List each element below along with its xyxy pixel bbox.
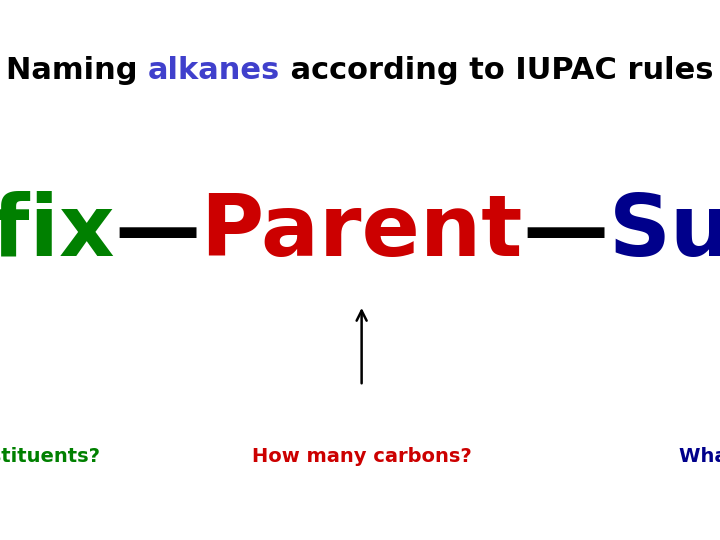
Text: Parent: Parent — [200, 191, 523, 274]
Text: What are substituents?: What are substituents? — [0, 447, 99, 466]
Text: How many carbons?: How many carbons? — [252, 447, 472, 466]
Text: —: — — [114, 191, 200, 274]
Text: Prefix: Prefix — [0, 191, 114, 274]
Text: Suffix: Suffix — [609, 191, 720, 274]
Text: What family?: What family? — [679, 447, 720, 466]
Text: —: — — [523, 191, 609, 274]
Text: alkanes: alkanes — [148, 56, 280, 85]
Text: according to IUPAC rules: according to IUPAC rules — [280, 56, 714, 85]
Text: Naming: Naming — [6, 56, 148, 85]
